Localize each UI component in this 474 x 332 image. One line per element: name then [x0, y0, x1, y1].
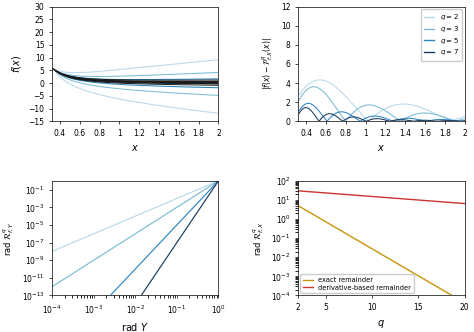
Y-axis label: rad $\mathcal{R}^q_{f,Y}$: rad $\mathcal{R}^q_{f,Y}$	[2, 221, 16, 256]
X-axis label: $q$: $q$	[377, 318, 385, 330]
derivative-based remainder	[295, 189, 301, 193]
derivative-based remainder	[302, 189, 308, 193]
exact remainder	[340, 229, 346, 233]
exact remainder	[302, 208, 308, 211]
exact remainder	[295, 204, 301, 208]
X-axis label: $x$: $x$	[131, 143, 139, 153]
derivative-based remainder	[326, 191, 332, 195]
exact remainder	[453, 296, 459, 300]
derivative-based remainder	[447, 201, 453, 205]
Y-axis label: $|f(x) - \mathcal{P}^q_{f,X}(x)|$: $|f(x) - \mathcal{P}^q_{f,X}(x)|$	[261, 38, 275, 90]
X-axis label: rad $Y$: rad $Y$	[121, 321, 149, 332]
exact remainder	[462, 301, 467, 305]
Y-axis label: $f(x)$: $f(x)$	[10, 55, 23, 73]
derivative-based remainder	[305, 190, 311, 194]
derivative-based remainder	[462, 202, 467, 206]
Legend: exact remainder, derivative-based remainder: exact remainder, derivative-based remain…	[300, 275, 414, 293]
exact remainder	[326, 222, 332, 226]
Line: exact remainder: exact remainder	[298, 206, 465, 303]
derivative-based remainder	[453, 201, 459, 205]
Legend: $q = 2$, $q = 3$, $q = 5$, $q = 7$: $q = 2$, $q = 3$, $q = 5$, $q = 7$	[420, 9, 463, 61]
derivative-based remainder	[340, 192, 346, 196]
Y-axis label: rad $\mathcal{R}^q_{f,X}$: rad $\mathcal{R}^q_{f,X}$	[251, 221, 266, 256]
Line: derivative-based remainder: derivative-based remainder	[298, 191, 465, 204]
exact remainder	[305, 209, 311, 213]
exact remainder	[447, 292, 453, 296]
X-axis label: $x$: $x$	[377, 143, 385, 153]
